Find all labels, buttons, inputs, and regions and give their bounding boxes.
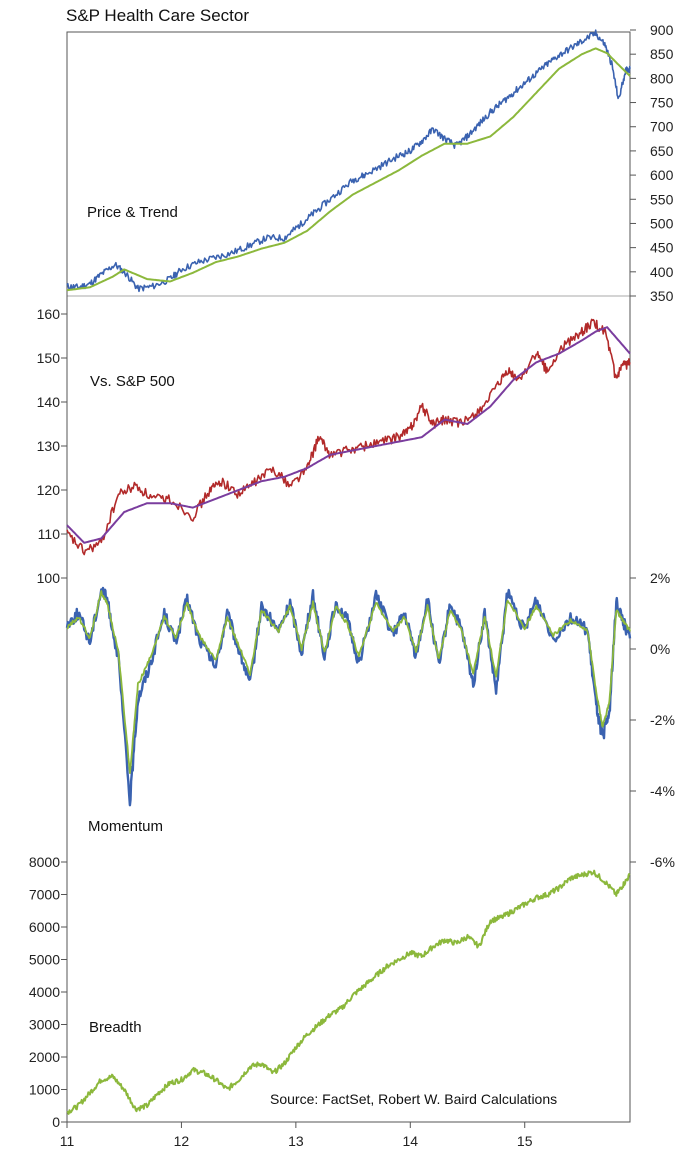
label-vs-sp500: Vs. S&P 500 (90, 373, 175, 390)
y-tick-label: 140 (37, 394, 61, 410)
y-tick-label: 4000 (29, 984, 60, 1000)
plot-frame (66, 31, 631, 1123)
y-tick-label: 500 (650, 215, 674, 231)
label-momentum: Momentum (88, 818, 163, 835)
x-tick-label: 15 (517, 1133, 533, 1149)
series-line-trend (66, 47, 631, 292)
y-tick-label: 650 (650, 143, 674, 159)
y-tick-label: 6000 (29, 919, 60, 935)
y-tick-label: -6% (650, 854, 675, 870)
y-tick-label: 700 (650, 119, 674, 135)
series-line-relative-trend (66, 326, 631, 544)
series-line-relative (66, 318, 631, 556)
y-tick-label: 1000 (29, 1082, 60, 1098)
y-tick-label: 0% (650, 641, 670, 657)
label-breadth: Breadth (89, 1019, 142, 1036)
label-price-trend: Price & Trend (87, 204, 178, 221)
y-tick-label: 850 (650, 46, 674, 62)
y-tick-label: -2% (650, 712, 675, 728)
y-tick-label: 350 (650, 288, 674, 304)
y-tick-label: 130 (37, 438, 61, 454)
y-tick-label: 400 (650, 264, 674, 280)
source-note: Source: FactSet, Robert W. Baird Calcula… (270, 1091, 557, 1107)
y-tick-label: 0 (52, 1114, 60, 1130)
y-tick-label: 900 (650, 22, 674, 38)
x-tick-label: 11 (60, 1133, 75, 1149)
y-tick-label: 8000 (29, 854, 60, 870)
y-tick-label: 750 (650, 95, 674, 111)
y-tick-label: 3000 (29, 1017, 60, 1033)
y-tick-label: 800 (650, 70, 674, 86)
y-tick-label: 120 (37, 482, 61, 498)
series-line-momentum-smooth (66, 590, 631, 774)
y-tick-label: 100 (37, 570, 61, 586)
y-tick-label: 600 (650, 167, 674, 183)
page-title: S&P Health Care Sector (66, 6, 249, 25)
series-line-price (66, 29, 631, 293)
x-tick-label: 14 (403, 1133, 419, 1149)
y-tick-label: 2% (650, 570, 670, 586)
y-tick-label: 160 (37, 306, 61, 322)
x-tick-label: 12 (174, 1133, 190, 1149)
series-line-breadth (66, 869, 631, 1115)
y-tick-label: 550 (650, 191, 674, 207)
y-tick-label: 5000 (29, 952, 60, 968)
y-tick-label: 110 (38, 526, 61, 542)
x-tick-label: 13 (288, 1133, 304, 1149)
y-tick-label: 7000 (29, 887, 60, 903)
y-tick-label: 450 (650, 240, 674, 256)
y-tick-label: -4% (650, 783, 675, 799)
y-tick-label: 150 (37, 350, 61, 366)
y-tick-label: 2000 (29, 1049, 60, 1065)
series-line-momentum-raw (65, 586, 632, 807)
